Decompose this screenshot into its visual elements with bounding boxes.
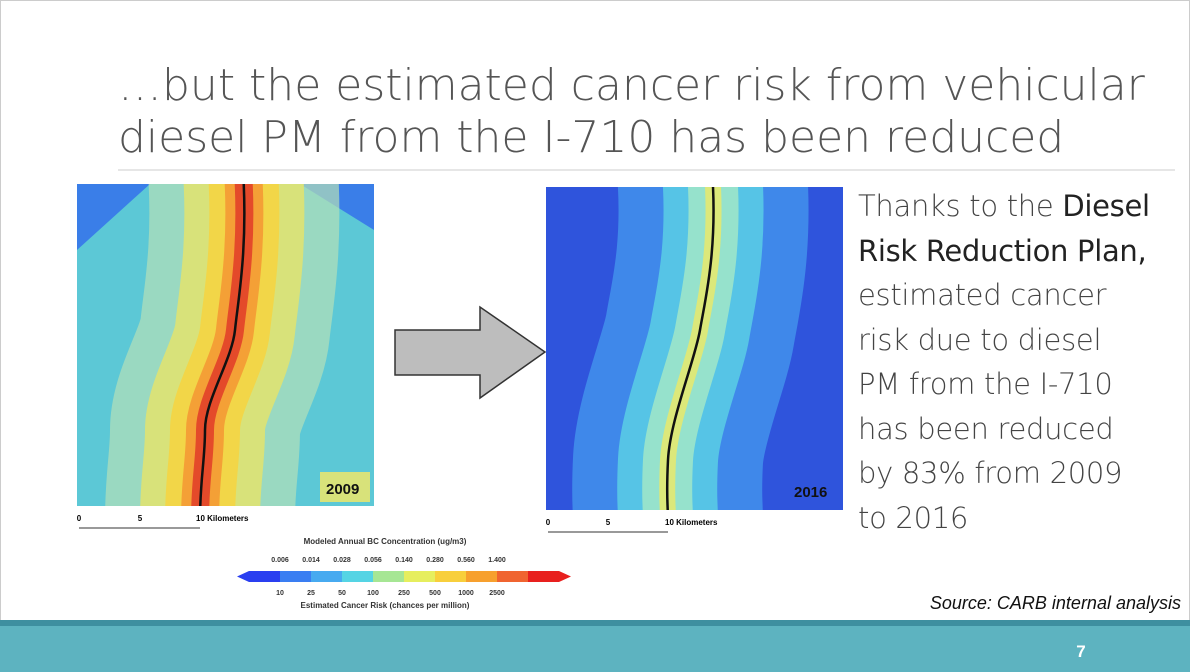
legend-swatch [373, 571, 404, 582]
legend-swatch [280, 571, 311, 582]
title-line: …but the estimated cancer risk from vehi… [118, 60, 1146, 111]
body-segment: PM from the I-710 [858, 367, 1113, 401]
scale-label: 5 [138, 514, 143, 523]
legend-risk: 100 [367, 590, 379, 597]
body-segment: by 83% from 2009 [858, 456, 1123, 490]
legend-concentration: 0.028 [333, 557, 351, 564]
legend-concentration: 1.400 [488, 557, 506, 564]
footer-stripe [0, 620, 1190, 626]
legend-end [237, 571, 249, 582]
body-line: to 2016 [858, 496, 1150, 541]
body-segment: estimated cancer [858, 278, 1107, 312]
legend-bar [237, 571, 571, 582]
legend-swatch [435, 571, 466, 582]
body-line: Risk Reduction Plan, [858, 229, 1150, 274]
legend-swatch [404, 571, 435, 582]
legend-risk: 2500 [489, 590, 505, 597]
title-line: diesel PM from the I-710 has been reduce… [118, 112, 1064, 163]
body-emphasis: Diesel [1062, 189, 1150, 223]
legend-swatch [311, 571, 342, 582]
legend-risk: 1000 [458, 590, 474, 597]
legend-swatch [528, 571, 559, 582]
body-text: Thanks to the Diesel Risk Reduction Plan,… [858, 184, 1150, 540]
body-segment: Thanks to the [858, 189, 1063, 223]
legend-concentration: 0.056 [364, 557, 382, 564]
arrow [394, 305, 547, 400]
body-segment: has been reduced [858, 411, 1114, 446]
scale-label: 0 [546, 518, 551, 527]
legend-swatch [342, 571, 373, 582]
map-year: 2009 [326, 481, 359, 498]
legend-risk: 250 [398, 590, 410, 597]
legend-concentration: 0.140 [395, 557, 413, 564]
legend-title: Modeled Annual BC Concentration (ug/m3) [304, 537, 467, 546]
legend-risk: 25 [307, 590, 315, 597]
map-2009: 2009 [77, 184, 374, 506]
body-line: has been reduced [858, 407, 1150, 452]
body-line: PM from the I-710 [858, 362, 1150, 407]
page-number: 7 [1076, 642, 1085, 661]
body-segment: to 2016 [858, 500, 969, 535]
legend-end [559, 571, 571, 582]
map-year: 2016 [794, 484, 827, 501]
scale-label: 10 Kilometers [196, 514, 249, 523]
legend-risk: 50 [338, 590, 346, 597]
legend-concentration: 0.280 [426, 557, 444, 564]
legend-concentration: 0.014 [302, 557, 320, 564]
map-2016: 2016 [546, 187, 843, 510]
scale-label: 5 [606, 518, 611, 527]
body-line: estimated cancer [858, 273, 1150, 318]
legend-risk: 10 [276, 590, 284, 597]
scale-label: 10 Kilometers [665, 518, 718, 527]
legend-risk: 500 [429, 590, 441, 597]
scale-label: 0 [77, 514, 82, 523]
legend-swatch [497, 571, 528, 582]
body-line: by 83% from 2009 [858, 451, 1150, 496]
legend-swatch [466, 571, 497, 582]
footer [0, 626, 1190, 672]
body-segment: risk due to diesel [858, 322, 1102, 357]
legend-caption: Estimated Cancer Risk (chances per milli… [301, 601, 470, 610]
body-line: Thanks to the Diesel [858, 184, 1150, 229]
legend-swatch [249, 571, 280, 582]
scale-bar [79, 527, 668, 533]
legend-concentration: 0.560 [457, 557, 475, 564]
source: Source: CARB internal analysis [930, 593, 1181, 613]
legend-concentration: 0.006 [271, 557, 289, 564]
body-line: risk due to diesel [858, 318, 1150, 363]
body-emphasis: Risk Reduction Plan, [858, 233, 1147, 268]
